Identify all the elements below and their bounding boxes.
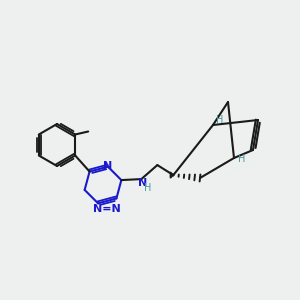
Text: N: N — [103, 160, 112, 171]
Text: H: H — [238, 154, 246, 164]
Text: N=N: N=N — [93, 204, 121, 214]
Text: H: H — [144, 183, 151, 193]
Polygon shape — [170, 172, 173, 178]
Text: N: N — [138, 178, 147, 188]
Text: H: H — [216, 115, 224, 125]
